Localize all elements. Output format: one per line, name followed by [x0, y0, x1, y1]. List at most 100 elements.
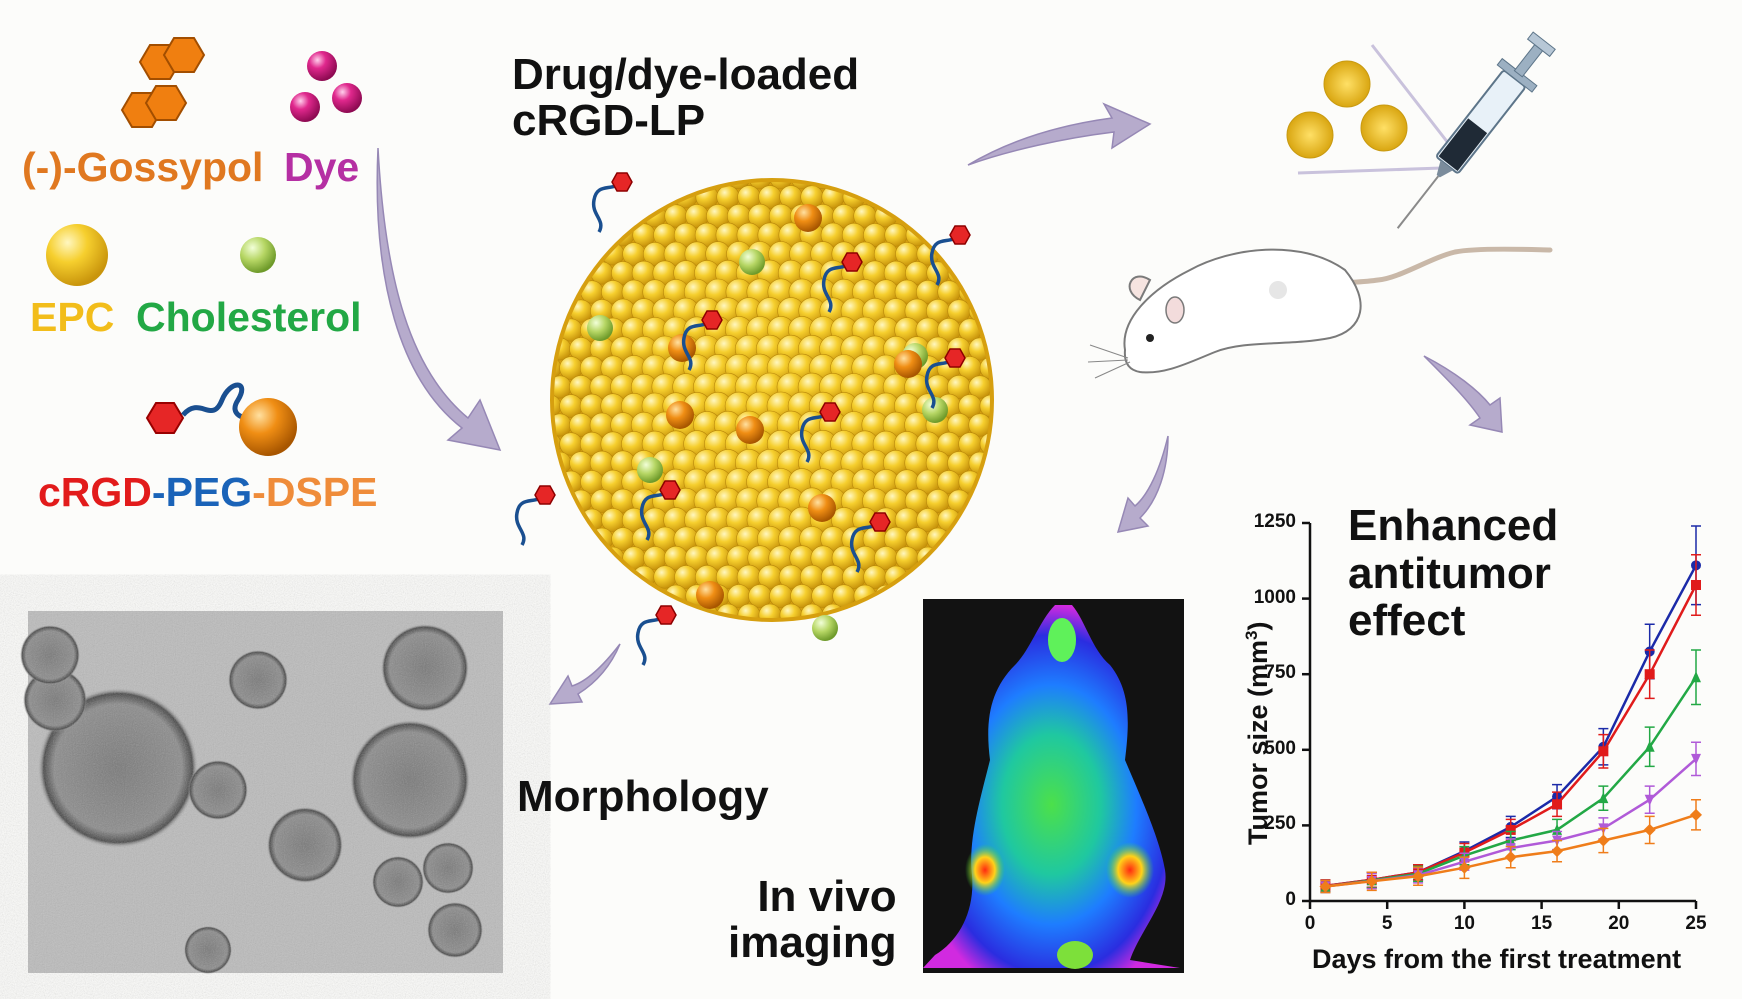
lipid-sphere [968, 413, 990, 437]
lipid-sphere [916, 546, 940, 570]
liposome-title-line2: cRGD-LP [512, 96, 706, 146]
lipid-sphere [653, 565, 677, 589]
peg-chain [635, 613, 668, 666]
crgd-ligand [841, 252, 863, 272]
lipid-sphere [737, 603, 761, 618]
cholesterol-icon [240, 237, 276, 273]
data-point [1598, 746, 1609, 757]
crgd-ligand [611, 172, 633, 192]
gossypol-sphere [794, 204, 822, 232]
effect-line2: antitumor [1348, 548, 1551, 598]
in-vivo-label: In vivo imaging [728, 873, 897, 968]
lipid-sphere [554, 356, 562, 380]
data-point [1458, 861, 1471, 874]
y-tick-label: 250 [1264, 813, 1296, 835]
lipid-sphere [779, 603, 803, 618]
peg-chain [639, 488, 672, 541]
data-point [1644, 740, 1655, 752]
mouse-icon [1087, 246, 1553, 379]
lipid-sphere [611, 223, 635, 247]
in-vivo-image [923, 599, 1184, 973]
crgd-ligand [655, 605, 677, 625]
peg-chain [929, 233, 962, 286]
crgd-ligand [659, 480, 681, 500]
y-tick-label: 750 [1264, 662, 1296, 684]
data-point [1597, 834, 1610, 847]
x-axis-label: Days from the first treatment [1312, 944, 1682, 974]
crgd-ligand [949, 225, 971, 245]
gossypol-sphere [894, 350, 922, 378]
gossypol-sphere [696, 581, 724, 609]
cholesterol-sphere [812, 615, 838, 641]
label-crgd-peg-dspe: cRGD-PEG-DSPE [38, 469, 378, 515]
data-point [1552, 799, 1563, 810]
effect-line3: effect [1348, 596, 1466, 646]
in-vivo-line2: imaging [728, 918, 897, 968]
gossypol-sphere [736, 416, 764, 444]
tumor-growth-chart [1302, 521, 1702, 909]
data-point [1319, 880, 1332, 893]
gossypol-sphere [808, 494, 836, 522]
morphology-label: Morphology [517, 772, 769, 821]
cholesterol-sphere [739, 249, 765, 275]
nanoparticle-icon [1286, 44, 1454, 175]
data-point [1365, 875, 1378, 888]
x-tick-label: 0 [1304, 913, 1316, 934]
label-epc: EPC [30, 294, 115, 340]
liposome-title: Drug/dye-loaded cRGD-LP [512, 50, 860, 146]
lipid-sphere [554, 394, 562, 418]
x-tick-label: 5 [1381, 913, 1393, 934]
y-axis-label-end: ) [1243, 621, 1273, 631]
lipid-sphere [979, 394, 990, 418]
data-point [1504, 851, 1517, 864]
syringe-icon [1396, 31, 1556, 229]
crgd-ligand [869, 512, 891, 532]
crgd-ligand [819, 402, 841, 422]
data-point [1643, 823, 1656, 836]
data-point [1551, 845, 1564, 858]
crgd-ligand [944, 348, 966, 368]
data-point [1691, 753, 1701, 765]
data-point [1691, 671, 1701, 683]
cholesterol-sphere [637, 457, 663, 483]
dye-text: Dye [284, 144, 360, 190]
peg-chain [849, 520, 882, 573]
gossypol-sphere [666, 401, 694, 429]
y-tick-label: 0 [1285, 889, 1296, 910]
peg-chain [591, 180, 624, 233]
data-point [1690, 808, 1702, 821]
lipid-sphere [979, 356, 990, 380]
y-axis-label: Tumor size (mm3) [1242, 622, 1274, 846]
y-axis-label-sup: 3 [1242, 630, 1261, 640]
arrow-icon [376, 102, 1503, 705]
peg-chain [924, 356, 957, 409]
label-cholesterol: Cholesterol [136, 295, 362, 339]
tem-micrograph [20, 611, 503, 974]
liposome-title-line1: Drug/dye-loaded [512, 50, 860, 99]
gossypol-sphere [668, 334, 696, 362]
crgd-ligand [534, 485, 556, 505]
data-point [1644, 669, 1655, 680]
lipid-sphere [769, 182, 793, 190]
dspe-text: DSPE [265, 469, 378, 515]
cholesterol-sphere [587, 315, 613, 341]
dash-text: - [151, 469, 166, 515]
peg-chain [514, 493, 547, 546]
gossypol-icon [120, 37, 206, 128]
y-tick-label: 1000 [1253, 586, 1296, 608]
x-tick-label: 20 [1608, 913, 1630, 934]
lipid-sphere [748, 182, 772, 190]
lipid-sphere [968, 375, 990, 399]
epc-text: EPC [30, 294, 115, 340]
label-gossypol: (-)-Gossypol [22, 145, 263, 189]
dash-text: - [252, 469, 266, 515]
x-tick-label: 25 [1685, 913, 1707, 934]
peg-text: PEG [165, 469, 253, 515]
x-tick-label: 10 [1453, 913, 1475, 934]
crgd-ligand [701, 310, 723, 330]
crgd-peg-dspe-icon [145, 382, 297, 456]
label-dye: Dye [284, 144, 360, 190]
peg-chain [821, 260, 854, 313]
effect-line1: Enhanced [1348, 501, 1559, 550]
